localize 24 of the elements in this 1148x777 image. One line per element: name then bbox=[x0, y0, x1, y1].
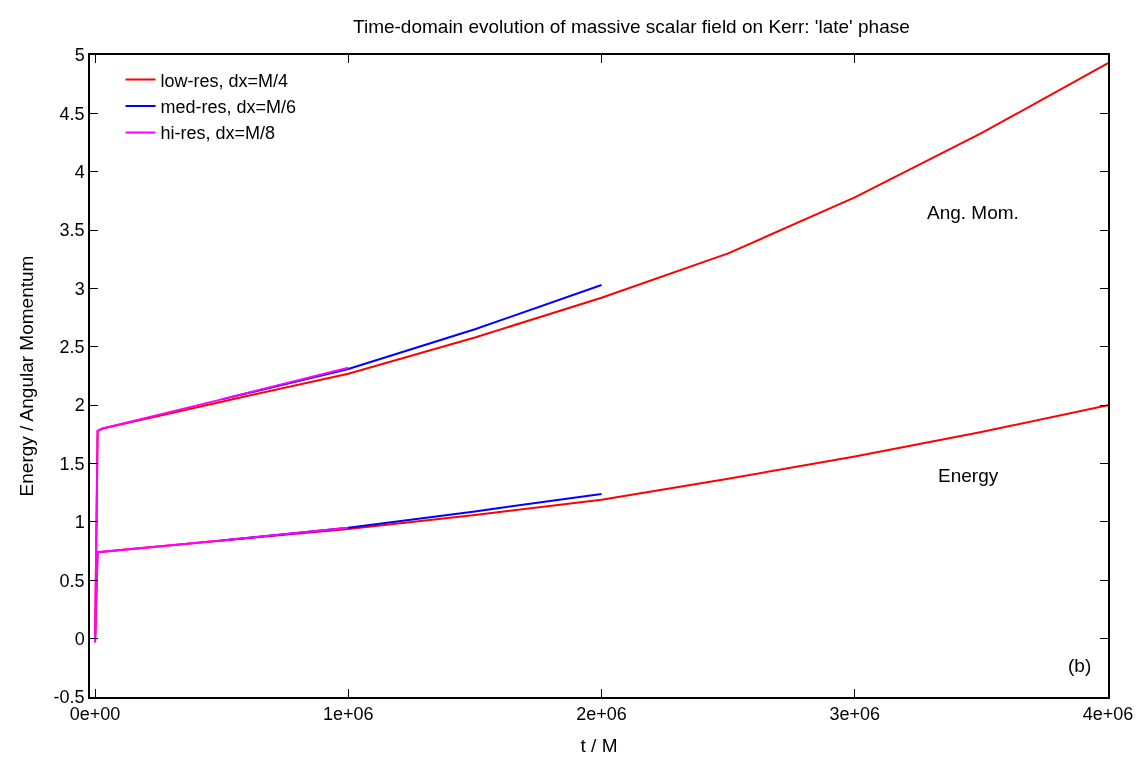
y-tick-label: 4.5 bbox=[59, 103, 85, 124]
annotation: (b) bbox=[1068, 655, 1092, 676]
y-tick-label: 2.5 bbox=[59, 337, 85, 358]
y-tick-label: 5 bbox=[74, 45, 85, 66]
legend-label: low-res, dx=M/4 bbox=[160, 70, 289, 91]
y-tick-label: 0 bbox=[74, 628, 85, 649]
y-tick-label: 1.5 bbox=[59, 453, 85, 474]
legend-label: hi-res, dx=M/8 bbox=[160, 123, 276, 144]
y-tick-label: 3.5 bbox=[59, 220, 85, 241]
y-tick-label: 3 bbox=[74, 278, 85, 299]
y-tick-label: 4 bbox=[74, 162, 85, 183]
y-tick-label: 0.5 bbox=[59, 570, 85, 591]
x-tick-label: 3e+06 bbox=[829, 704, 881, 725]
x-tick-label: 4e+06 bbox=[1082, 704, 1134, 725]
legend-label: med-res, dx=M/6 bbox=[160, 97, 297, 118]
chart-title: Time-domain evolution of massive scalar field on Kerr: 'late' phase bbox=[353, 15, 910, 37]
x-tick-label: 2e+06 bbox=[576, 704, 627, 725]
annotation: Energy bbox=[938, 465, 999, 486]
y-tick-label: 2 bbox=[74, 395, 85, 416]
y-axis-title: Energy / Angular Momentum bbox=[15, 255, 37, 497]
annotation: Ang. Mom. bbox=[927, 202, 1019, 223]
y-tick-label: 1 bbox=[74, 512, 85, 533]
x-tick-label: 1e+06 bbox=[323, 704, 374, 725]
x-axis-title: t / M bbox=[580, 734, 618, 756]
